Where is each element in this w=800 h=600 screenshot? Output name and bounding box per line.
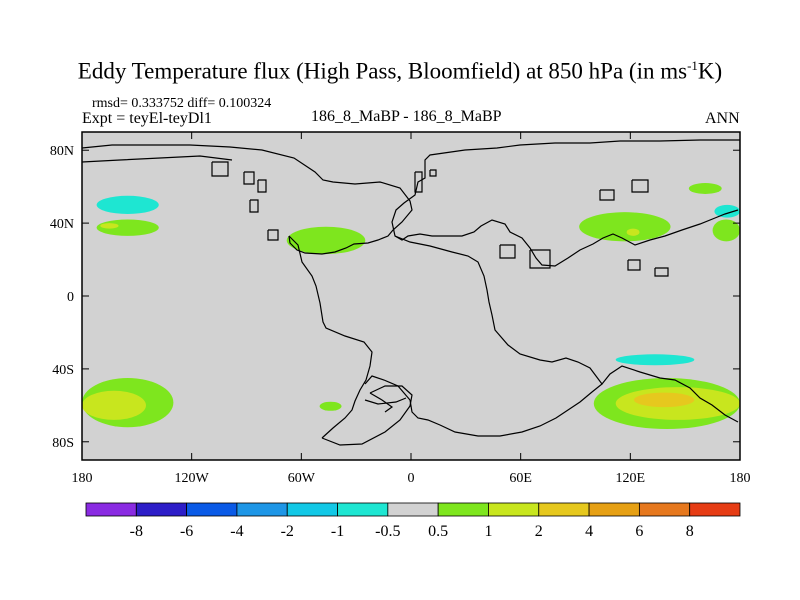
colorbar-swatch [689, 502, 741, 517]
y-tick-label: 80S [52, 436, 74, 451]
colorbar-label: 1 [484, 523, 492, 540]
colorbar-label: 6 [635, 523, 643, 540]
region-far-east-cyan [714, 204, 740, 218]
colorbar-label: 8 [686, 523, 694, 540]
y-tick-label: 40N [50, 217, 74, 232]
x-tick-label: 120E [616, 471, 646, 486]
x-tick-label: 60W [288, 471, 316, 486]
colorbar-swatch [236, 502, 288, 517]
x-tick-label: 60E [509, 471, 532, 486]
y-tick-label: 80N [50, 144, 74, 159]
region-southern-ocean-east-gold [633, 392, 695, 408]
colorbar-label: 2 [535, 523, 543, 540]
region-north-pacific-east-cyan [96, 195, 159, 214]
colorbar-swatch [286, 502, 338, 517]
colorbar-label: 4 [585, 523, 593, 540]
colorbar-swatch [437, 502, 489, 517]
x-tick-label: 180 [72, 471, 93, 486]
chart-title: Eddy Temperature flux (High Pass, Bloomf… [77, 58, 723, 84]
region-south-atlantic-green [319, 401, 342, 411]
colorbar-label: -2 [281, 523, 294, 540]
colorbar-swatch [488, 502, 540, 517]
colorbar-swatch [337, 502, 389, 517]
season-label: ANN [705, 110, 740, 127]
x-axis: 180 120W 60W 0 60E 120E 180 [72, 132, 751, 486]
y-axis: 80N 40N 0 40S 80S [50, 144, 740, 451]
colorbar-swatch [85, 502, 137, 517]
region-southern-ocean-east-cyan [615, 354, 695, 366]
region-north-pacific-west-green [579, 212, 671, 242]
x-tick-label: 180 [730, 471, 751, 486]
colorbar: -8 -6 -4 -2 -1 -0.5 0.5 1 2 4 6 8 [85, 502, 741, 540]
stats-label: rmsd= 0.333752 diff= 0.100324 [92, 96, 272, 111]
coastline [82, 139, 740, 446]
colorbar-label: -4 [230, 523, 243, 540]
x-tick-label: 0 [408, 471, 415, 486]
region-far-east-green [712, 219, 740, 242]
colorbar-swatch [387, 502, 439, 517]
colorbar-swatch [588, 502, 640, 517]
colorbar-label: -6 [180, 523, 193, 540]
colorbar-swatch [135, 502, 188, 517]
region-north-atlantic-green [286, 226, 366, 255]
region-north-pacific-east-yellow [100, 223, 119, 229]
region-southern-ocean-west-yellow [82, 390, 146, 420]
colorbar-swatch [538, 502, 590, 517]
colorbar-label: -8 [130, 523, 143, 540]
contour-regions [82, 183, 740, 430]
colorbar-label: -1 [331, 523, 344, 540]
colorbar-swatch [638, 502, 691, 517]
colorbar-label: 0.5 [428, 523, 448, 540]
region-north-pacific-west-yellow [626, 228, 640, 236]
region-far-northeast-green [688, 183, 722, 194]
x-tick-label: 120W [175, 471, 210, 486]
y-tick-label: 40S [52, 363, 74, 378]
center-label: 186_8_MaBP - 186_8_MaBP [311, 108, 502, 125]
colorbar-label: -0.5 [375, 523, 400, 540]
experiment-label: Expt = teyEl-teyDl1 [82, 110, 212, 127]
colorbar-swatch [186, 502, 238, 517]
y-tick-label: 0 [67, 290, 74, 305]
